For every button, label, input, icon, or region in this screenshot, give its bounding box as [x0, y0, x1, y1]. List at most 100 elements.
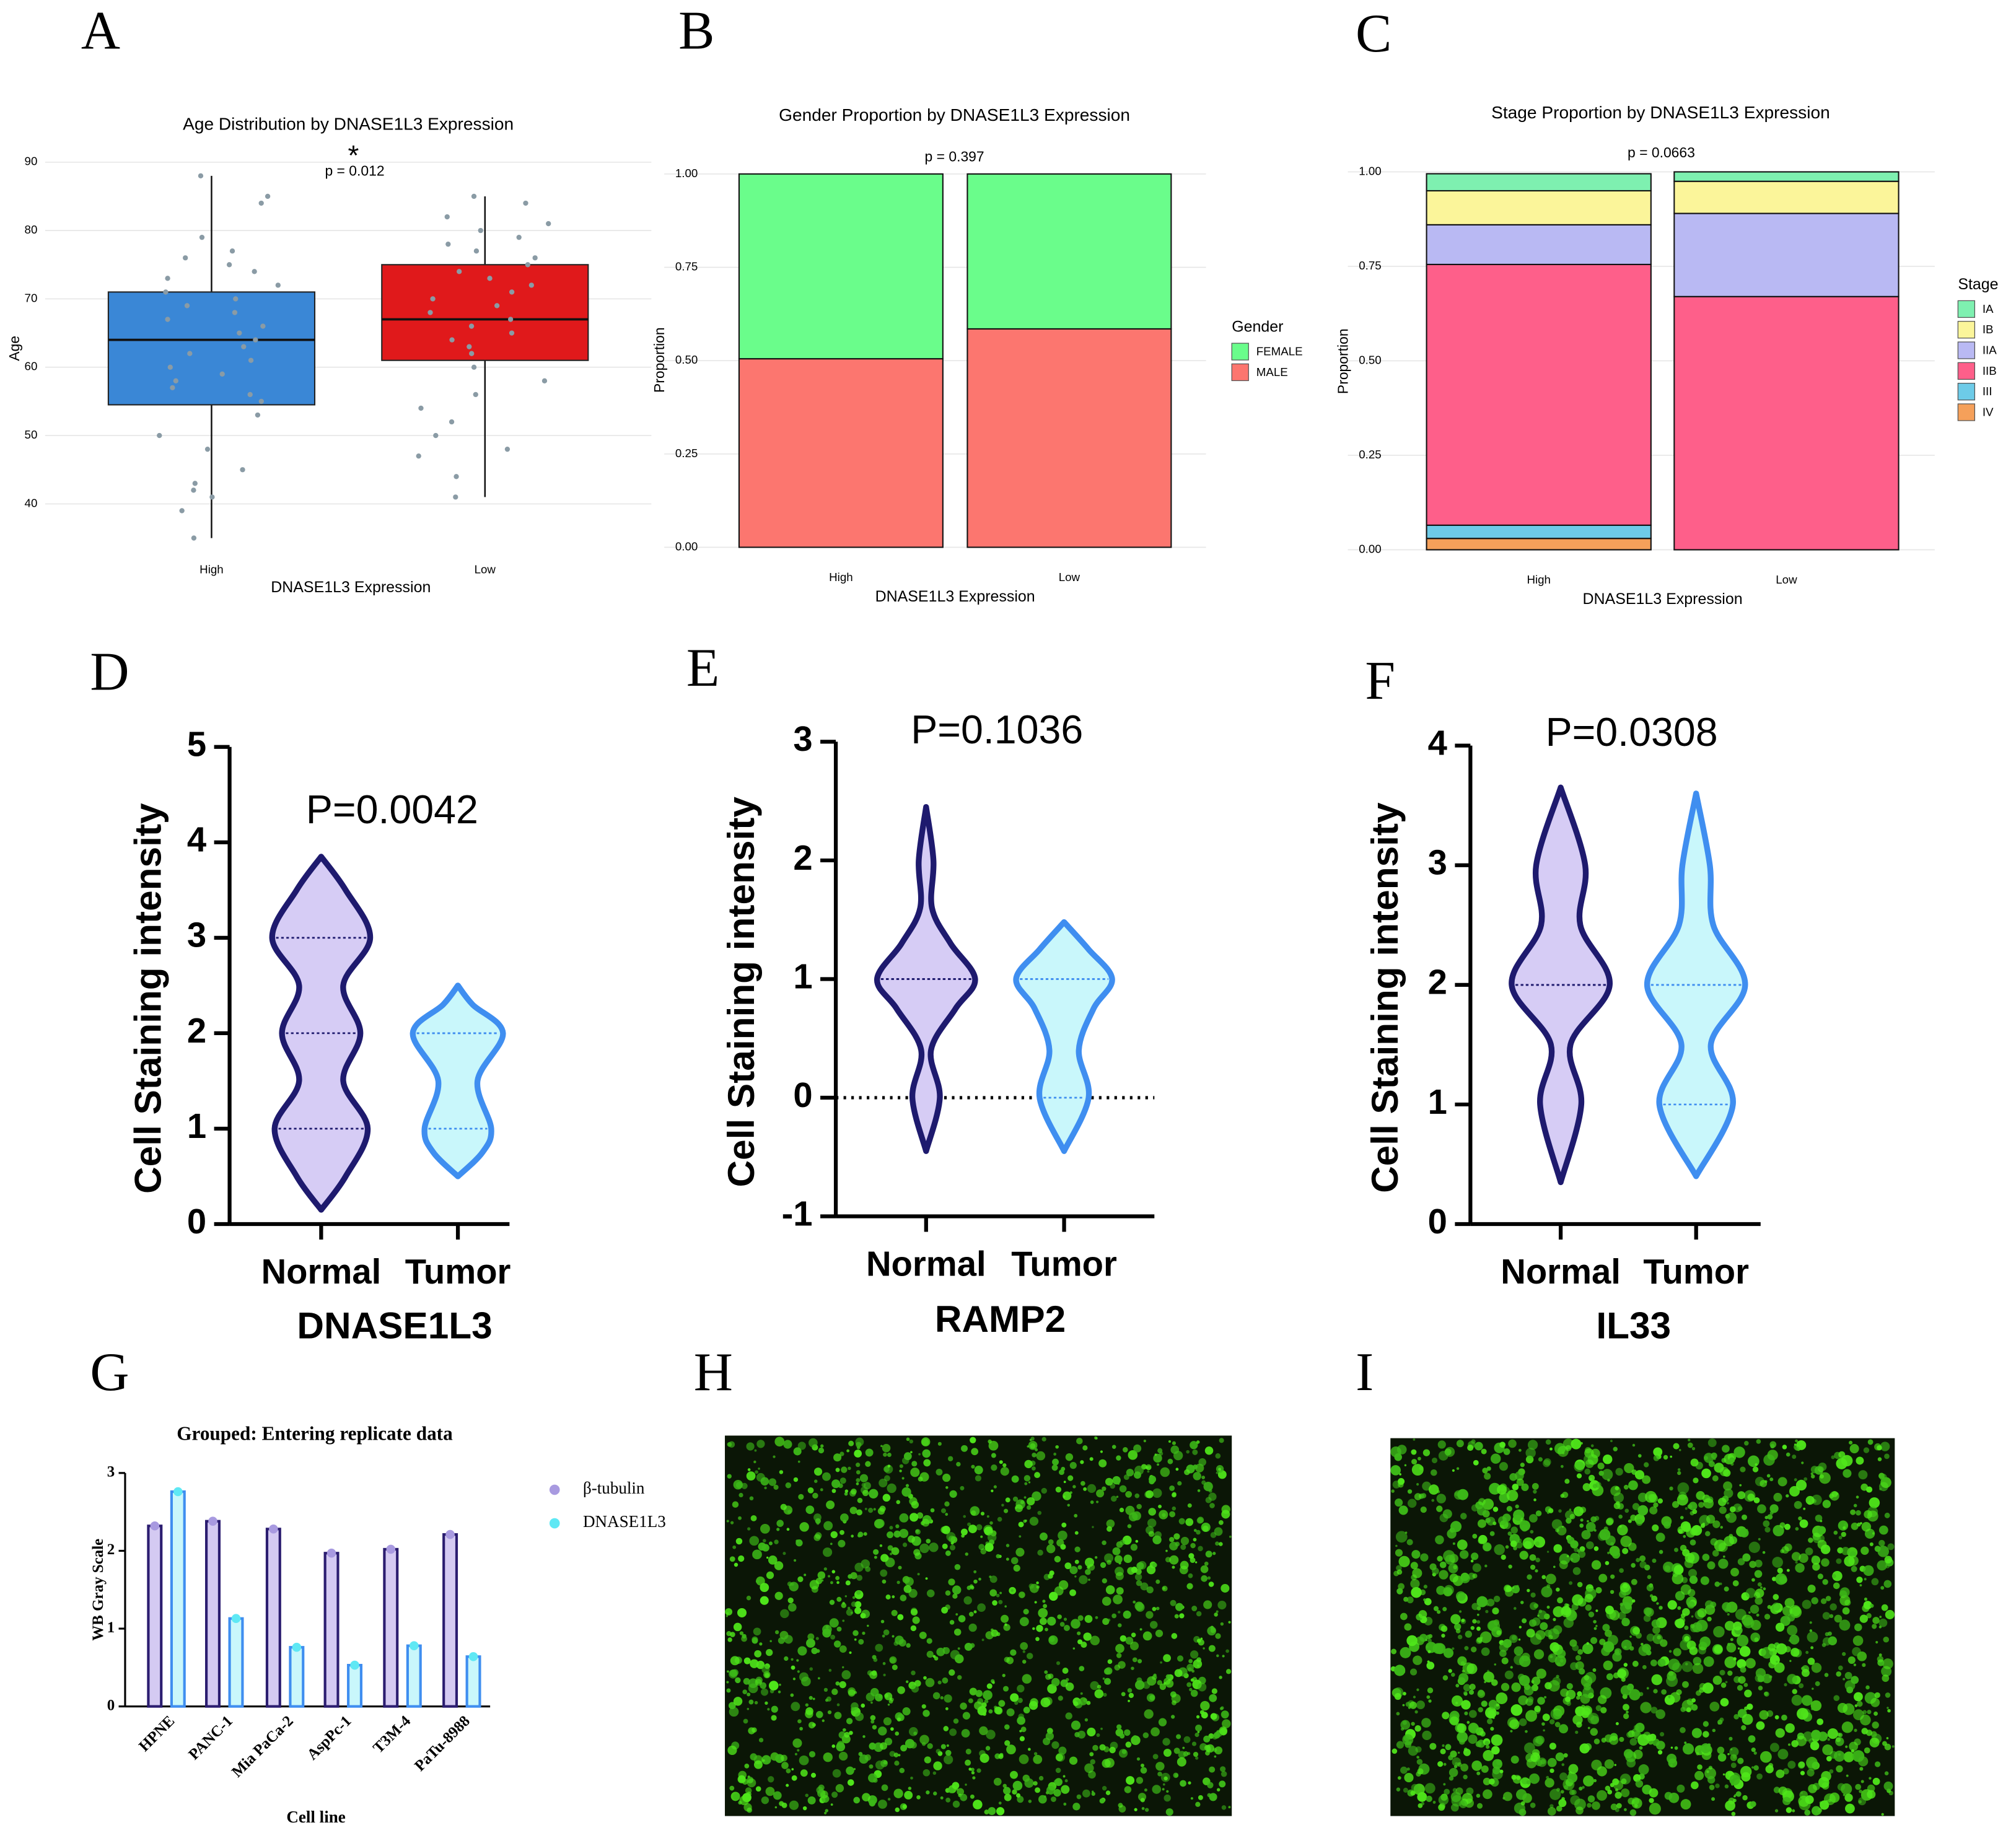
- fluorescence-spot: [940, 1526, 948, 1534]
- fluorescence-spot: [739, 1631, 744, 1635]
- fluorescence-spot: [998, 1599, 1003, 1604]
- fluorescence-spot: [1456, 1467, 1460, 1470]
- fluorescence-spot: [750, 1515, 757, 1521]
- fluorescence-spot: [1764, 1526, 1771, 1533]
- fluorescence-spot: [1044, 1670, 1048, 1674]
- data-point: [248, 357, 254, 363]
- fluorescence-spot: [1798, 1761, 1805, 1768]
- fluorescence-spot: [761, 1796, 769, 1805]
- fluorescence-spot: [1624, 1463, 1634, 1474]
- fluorescence-spot: [1874, 1692, 1880, 1699]
- fluorescence-spot: [916, 1795, 921, 1800]
- fluorescence-spot: [1066, 1678, 1069, 1682]
- fluorescence-spot: [1560, 1494, 1565, 1498]
- fluorescence-spot: [1006, 1557, 1009, 1561]
- fluorescence-spot: [1439, 1561, 1447, 1568]
- fluorescence-spot: [1830, 1603, 1837, 1611]
- legend-label: IIB: [1983, 364, 1997, 377]
- fluorescence-spot: [1125, 1490, 1133, 1498]
- fluorescence-spot: [1134, 1466, 1144, 1476]
- fluorescence-spot: [1408, 1746, 1418, 1756]
- fluorescence-spot: [1396, 1588, 1403, 1595]
- fluorescence-spot: [1772, 1557, 1783, 1568]
- fluorescence-spot: [747, 1527, 751, 1531]
- fluorescence-spot: [1505, 1545, 1509, 1549]
- fluorescence-spot: [1650, 1660, 1657, 1666]
- fluorescence-spot: [1466, 1721, 1470, 1724]
- fluorescence-spot: [1657, 1750, 1663, 1755]
- fluorescence-spot: [797, 1719, 802, 1724]
- data-point: [163, 289, 169, 295]
- fluorescence-spot: [1190, 1650, 1199, 1659]
- legend-title: Gender: [1232, 318, 1283, 336]
- fluorescence-spot: [1124, 1786, 1132, 1793]
- fluorescence-spot: [1879, 1487, 1882, 1490]
- box: [107, 291, 316, 406]
- fluorescence-spot: [1779, 1522, 1786, 1528]
- fluorescence-spot: [1623, 1713, 1629, 1720]
- fluorescence-spot: [1634, 1470, 1645, 1480]
- fluorescence-spot: [1096, 1489, 1105, 1498]
- fluorescence-spot: [1202, 1525, 1209, 1532]
- fluorescence-spot: [1679, 1449, 1681, 1451]
- fluorescence-spot: [1496, 1692, 1508, 1705]
- fluorescence-spot: [1615, 1788, 1618, 1792]
- fluorescence-spot: [1688, 1502, 1698, 1511]
- fluorescence-spot: [949, 1490, 957, 1498]
- legend-label: III: [1983, 385, 1992, 398]
- fluorescence-spot: [1684, 1741, 1687, 1744]
- fluorescence-spot: [1527, 1588, 1530, 1593]
- fluorescence-spot: [1118, 1805, 1126, 1813]
- fluorescence-spot: [896, 1717, 901, 1721]
- fluorescence-spot: [856, 1482, 859, 1485]
- fluorescence-spot: [1766, 1474, 1771, 1478]
- fluorescence-spot: [1555, 1752, 1564, 1762]
- fluorescence-spot: [1205, 1497, 1212, 1503]
- fluorescence-spot: [1561, 1763, 1565, 1766]
- fluorescence-spot: [839, 1477, 846, 1484]
- fluorescence-spot: [1404, 1772, 1414, 1783]
- fluorescence-spot: [1558, 1799, 1567, 1808]
- fluorescence-spot: [970, 1510, 976, 1516]
- fluorescence-spot: [1694, 1770, 1704, 1780]
- bar: [465, 1655, 481, 1708]
- fluorescence-spot: [849, 1651, 852, 1654]
- fluorescence-spot: [1751, 1748, 1756, 1752]
- fluorescence-spot: [947, 1456, 953, 1461]
- fluorescence-spot: [1529, 1602, 1538, 1611]
- fluorescence-spot: [892, 1595, 895, 1599]
- fluorescence-spot: [1455, 1702, 1458, 1705]
- fluorescence-spot: [1838, 1520, 1849, 1531]
- fluorescence-spot: [1526, 1780, 1531, 1785]
- fluorescence-spot: [1717, 1497, 1727, 1507]
- fluorescence-spot: [1083, 1698, 1087, 1703]
- fluorescence-spot: [1214, 1527, 1223, 1536]
- fluorescence-spot: [1173, 1748, 1180, 1754]
- fluorescence-spot: [899, 1513, 909, 1523]
- fluorescence-spot: [1152, 1607, 1157, 1611]
- box: [381, 264, 589, 361]
- fluorescence-spot: [842, 1728, 846, 1732]
- fluorescence-spot: [1601, 1738, 1606, 1743]
- fluorescence-spot: [1651, 1619, 1660, 1628]
- fluorescence-spot: [1661, 1689, 1667, 1695]
- fluorescence-spot: [899, 1528, 909, 1538]
- fluorescence-spot: [1540, 1622, 1548, 1630]
- fluorescence-spot: [880, 1445, 883, 1448]
- data-point: [473, 248, 480, 254]
- fluorescence-spot: [856, 1575, 863, 1581]
- fluorescence-spot: [1802, 1599, 1812, 1609]
- fluorescence-spot: [1812, 1555, 1818, 1562]
- fluorescence-spot: [1559, 1560, 1568, 1570]
- y-tick-label: 2: [107, 1541, 115, 1558]
- legend-label: DNASE1L3: [583, 1512, 666, 1531]
- fluorescence-spot: [1177, 1757, 1186, 1767]
- fluorescence-spot: [1131, 1632, 1136, 1638]
- fluorescence-spot: [729, 1785, 735, 1791]
- fluorescence-spot: [1867, 1790, 1876, 1799]
- fluorescence-spot: [1582, 1686, 1594, 1699]
- fluorescence-spot: [1180, 1544, 1186, 1551]
- fluorescence-spot: [1169, 1537, 1175, 1542]
- fluorescence-spot: [1680, 1707, 1686, 1712]
- fluorescence-spot: [1014, 1700, 1019, 1705]
